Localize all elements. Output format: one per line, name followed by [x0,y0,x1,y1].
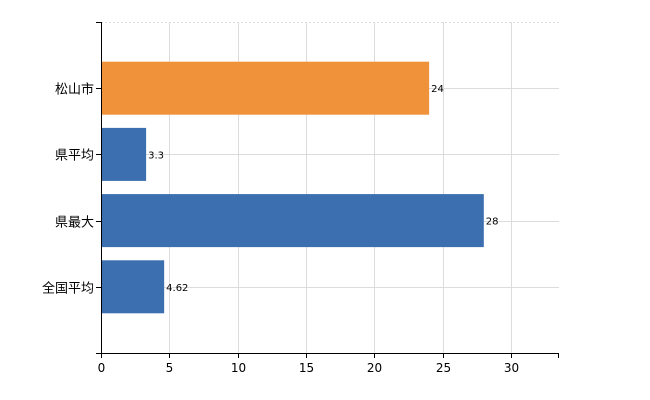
x-tick-label-5: 20 [367,361,382,375]
data-label-2: 3.3 [148,150,164,161]
y-tick-label-4: 全国平均 [42,281,94,297]
bar-2 [101,127,147,181]
x-tick-label-3: 10 [231,361,246,375]
x-tick-label-2: 5 [166,361,174,375]
data-label-4: 4.62 [166,283,188,294]
x-tick-label-1: 0 [98,361,106,375]
data-label-3: 28 [486,217,499,228]
x-tick-label-4: 15 [299,361,314,375]
data-label-1: 24 [431,84,444,95]
axis-layer [96,22,559,358]
bar-1 [101,61,430,115]
y-tick-label-1: 松山市 [55,82,94,98]
y-tick-label-2: 県平均 [55,149,94,164]
bar-3 [101,194,484,248]
bar-layer [101,61,484,314]
y-tick-label-3: 県最大 [55,216,94,231]
x-tick-label-7: 30 [504,361,519,375]
bar-4 [101,260,165,314]
x-tick-label-6: 25 [436,361,451,375]
